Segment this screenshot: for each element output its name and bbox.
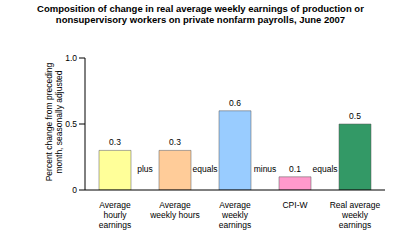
svg-text:1.0: 1.0 [65, 53, 77, 63]
svg-text:0: 0 [72, 185, 77, 195]
svg-text:0.6: 0.6 [229, 98, 241, 108]
svg-text:CPI-W: CPI-W [282, 200, 307, 210]
svg-text:0.3: 0.3 [169, 137, 181, 147]
svg-text:Averageweekly hours: Averageweekly hours [149, 200, 200, 220]
svg-text:equals: equals [312, 164, 337, 174]
svg-text:0.1: 0.1 [289, 164, 301, 174]
svg-text:plus: plus [137, 164, 153, 174]
svg-text:0.5: 0.5 [65, 119, 77, 129]
svg-text:0.3: 0.3 [109, 137, 121, 147]
svg-text:Averageweeklyearnings: Averageweeklyearnings [219, 200, 252, 230]
svg-text:equals: equals [192, 164, 217, 174]
svg-text:Real averageweeklyearnings: Real averageweeklyearnings [330, 200, 381, 230]
html-text:Percent change from preceding: Percent change from preceding month, sea… [44, 62, 64, 182]
svg-text:0.5: 0.5 [349, 111, 361, 121]
svg-text:minus: minus [254, 164, 277, 174]
html-text:Composition of change in real: Composition of change in real average we… [37, 3, 364, 25]
svg-text:Averagehourlyearnings: Averagehourlyearnings [99, 200, 132, 230]
